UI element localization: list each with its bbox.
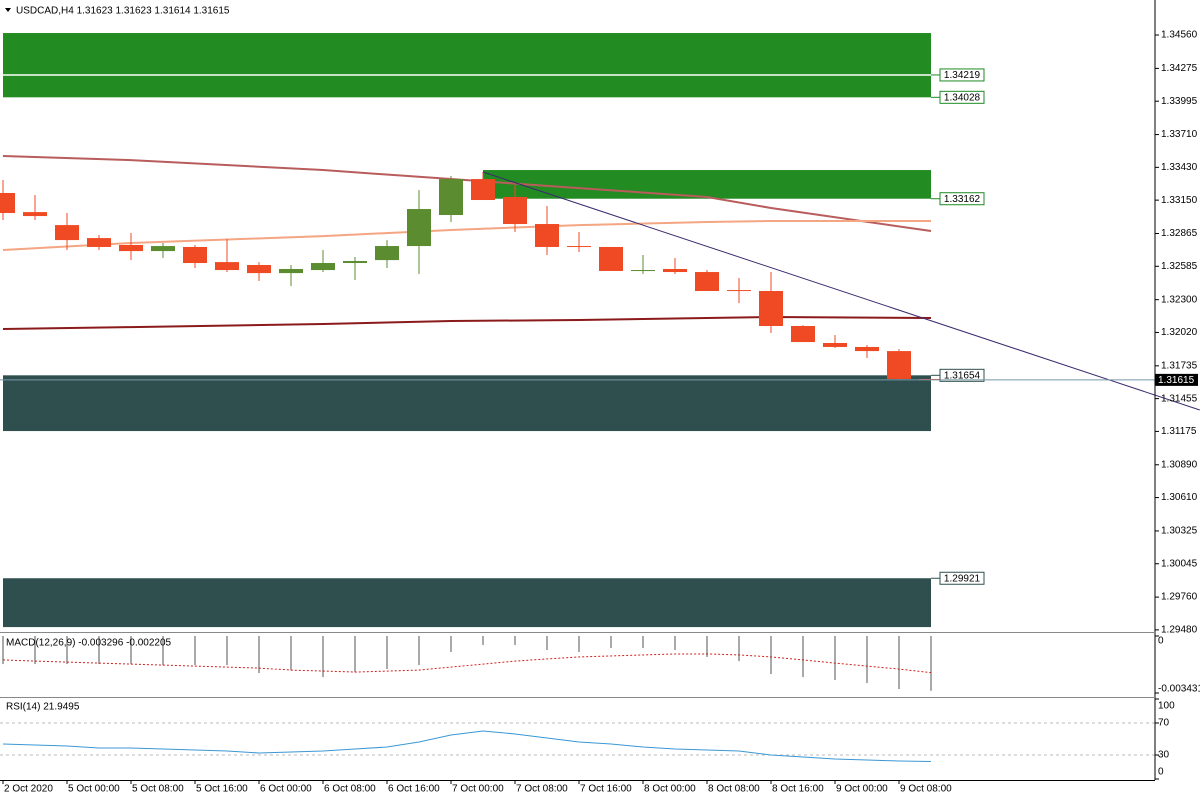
x-tick-label: 7 Oct 08:00 bbox=[516, 784, 568, 795]
y-tick-label: 1.33430 bbox=[1161, 162, 1198, 173]
rsi-panel: RSI(14) 21.9495 bbox=[0, 702, 1155, 762]
x-tick-label: 5 Oct 16:00 bbox=[196, 784, 248, 795]
y-tick-label: 1.30610 bbox=[1161, 492, 1198, 503]
level-label-box bbox=[939, 192, 985, 206]
x-tick-label: 9 Oct 00:00 bbox=[836, 784, 888, 795]
y-tick-label: 1.29760 bbox=[1161, 592, 1198, 603]
y-tick-label: 1.31175 bbox=[1161, 426, 1197, 437]
y-tick-label: 0 bbox=[1158, 767, 1164, 778]
zone bbox=[3, 375, 931, 432]
macd-panel: MACD(12,26,9) -0.003296 -0.002205 bbox=[2, 635, 932, 691]
zone bbox=[3, 578, 931, 628]
candle-body bbox=[0, 192, 15, 214]
y-tick-label: 1.33150 bbox=[1161, 195, 1198, 206]
x-tick-label: 6 Oct 08:00 bbox=[324, 784, 376, 795]
current-price-box bbox=[1155, 373, 1198, 386]
candle-body bbox=[791, 326, 815, 343]
candle-body bbox=[23, 212, 47, 217]
candle-body bbox=[311, 263, 335, 271]
candle-body bbox=[535, 224, 559, 247]
candle-body bbox=[855, 346, 879, 352]
candle-body bbox=[343, 261, 367, 264]
x-tick-label: 6 Oct 00:00 bbox=[260, 784, 312, 795]
x-tick-label: 8 Oct 08:00 bbox=[708, 784, 760, 795]
x-tick-label: 8 Oct 16:00 bbox=[772, 784, 824, 795]
level-label: 1.29921 bbox=[944, 573, 981, 584]
candle-body bbox=[759, 291, 783, 327]
current-price-label: 1.31615 bbox=[1158, 375, 1195, 386]
candle-body bbox=[55, 225, 79, 241]
y-tick-label: 1.30045 bbox=[1161, 558, 1198, 569]
candle-body bbox=[247, 265, 271, 274]
menu-arrow[interactable] bbox=[5, 8, 11, 12]
level-label: 1.34219 bbox=[944, 70, 981, 81]
x-tick-label: 6 Oct 16:00 bbox=[388, 784, 440, 795]
rsi-line bbox=[2, 730, 932, 762]
macd-signal bbox=[2, 653, 932, 674]
price-plot bbox=[0, 33, 943, 628]
candle-body bbox=[663, 268, 687, 273]
candle-body bbox=[407, 209, 431, 247]
y-tick-label: 1.32585 bbox=[1161, 261, 1198, 272]
candle-body bbox=[183, 246, 207, 264]
level-label-box bbox=[939, 90, 985, 104]
level-label-box bbox=[939, 571, 985, 585]
zone bbox=[3, 33, 931, 98]
y-tick-label: 1.34560 bbox=[1161, 30, 1198, 41]
candle-body bbox=[631, 270, 655, 272]
candle-body bbox=[119, 244, 143, 252]
candle-body bbox=[375, 246, 399, 261]
y-tick-label: 30 bbox=[1158, 750, 1170, 761]
symbol-header: USDCAD,H4 1.31623 1.31623 1.31614 1.3161… bbox=[16, 6, 230, 17]
y-tick-label: 1.31455 bbox=[1161, 393, 1198, 404]
candle-body bbox=[823, 342, 847, 347]
level-label: 1.34028 bbox=[944, 92, 981, 103]
candle-body bbox=[215, 262, 239, 271]
x-tick-label: 7 Oct 16:00 bbox=[580, 784, 632, 795]
x-tick-label: 7 Oct 00:00 bbox=[452, 784, 504, 795]
candle-body bbox=[567, 246, 591, 248]
panel-title: RSI(14) 21.9495 bbox=[6, 702, 80, 713]
x-tick-label: 8 Oct 00:00 bbox=[644, 784, 696, 795]
panel-title: MACD(12,26,9) -0.003296 -0.002205 bbox=[6, 638, 172, 649]
zone bbox=[483, 170, 931, 199]
candle-body bbox=[887, 351, 911, 379]
candle-body bbox=[695, 272, 719, 292]
x-tick-label: 5 Oct 00:00 bbox=[68, 784, 120, 795]
y-tick-label: 1.31735 bbox=[1161, 360, 1198, 371]
y-tick-label: 1.34275 bbox=[1161, 63, 1198, 74]
y-tick-label: 0 bbox=[1158, 636, 1164, 647]
candle-body bbox=[727, 290, 751, 292]
axes: 1.34560 1.34275 1.33995 1.33710 1.33430 1.331… bbox=[2, 30, 1200, 795]
trendline bbox=[482, 171, 1200, 411]
y-tick-label: 1.29480 bbox=[1161, 625, 1198, 636]
y-tick-label: 1.32020 bbox=[1161, 327, 1198, 338]
y-tick-label: 70 bbox=[1158, 718, 1170, 729]
y-tick-label: 1.30325 bbox=[1161, 526, 1198, 537]
candle-body bbox=[599, 246, 623, 271]
x-tick-label: 2 Oct 2020 bbox=[4, 784, 53, 795]
level-label: 1.33162 bbox=[944, 194, 981, 205]
y-tick-label: 1.32865 bbox=[1161, 228, 1198, 239]
candle-body bbox=[87, 238, 111, 247]
x-tick-label: 5 Oct 08:00 bbox=[132, 784, 184, 795]
y-tick-label: 1.32300 bbox=[1161, 294, 1198, 305]
x-tick-label: 9 Oct 08:00 bbox=[900, 784, 952, 795]
y-tick-label: 1.33995 bbox=[1161, 96, 1198, 107]
candle-body bbox=[471, 179, 495, 201]
level-label-box bbox=[939, 368, 985, 382]
moving-average bbox=[2, 154, 932, 233]
candle-body bbox=[151, 246, 175, 252]
y-tick-label: 1.33710 bbox=[1161, 129, 1198, 140]
level-label-box bbox=[939, 68, 985, 82]
y-tick-label: -0.003431 bbox=[1158, 684, 1200, 695]
price-panel: 1.34219 1.34028 1.33162 1.31654 1.29921 bbox=[0, 33, 1200, 628]
candle-body bbox=[279, 268, 303, 274]
y-tick-label: 1.30890 bbox=[1161, 459, 1198, 470]
candle-body bbox=[439, 179, 463, 216]
level-label: 1.31654 bbox=[944, 370, 981, 381]
y-tick-label: 100 bbox=[1158, 701, 1175, 712]
candle-body bbox=[503, 196, 527, 225]
